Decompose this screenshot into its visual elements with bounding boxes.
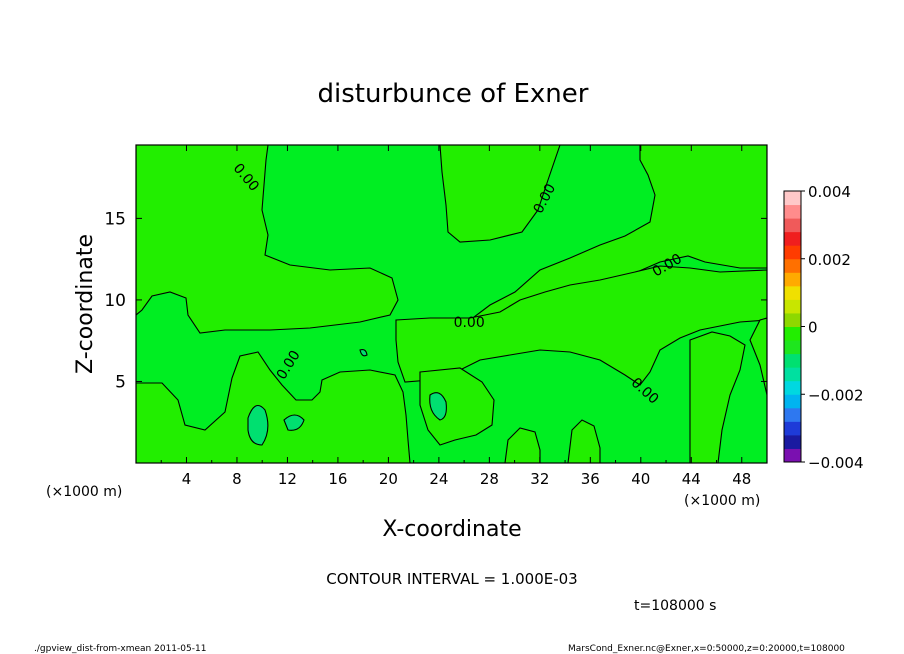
negative-blob-3 — [429, 392, 447, 421]
x-tick-label: 28 — [480, 470, 499, 488]
x-tick-label: 24 — [429, 470, 448, 488]
y-tick-label: 5 — [115, 372, 126, 392]
positive-region-middle — [395, 265, 767, 386]
positive-bump-2 — [567, 419, 601, 463]
footer-right: MarsCond_Exner.nc@Exner,x=0:50000,z=0:20… — [568, 644, 845, 654]
contour-interval-text: CONTOUR INTERVAL = 1.000E-03 — [326, 570, 577, 588]
positive-region-upper-middle — [439, 145, 561, 243]
colorbar-tick-label: −0.004 — [808, 454, 864, 472]
colorbar-segment — [784, 204, 801, 219]
y-tick-label: 15 — [104, 209, 126, 229]
x-unit-left: (×1000 m) — [46, 484, 122, 500]
x-tick-label: 16 — [328, 470, 347, 488]
negative-blob-2 — [283, 414, 305, 431]
colorbar-labels: 0.004 0.002 0 −0.002 −0.004 — [801, 183, 864, 472]
colorbar-tick-label: −0.002 — [808, 386, 864, 404]
x-tick-label: 8 — [232, 470, 242, 488]
plot-area: 0.000.000.000.000.000.00 — [135, 144, 768, 464]
colorbar-segment — [784, 394, 801, 409]
x-axis: 4 8 12 16 20 24 28 32 36 40 44 48 — [160, 145, 751, 488]
negative-blob-1 — [247, 404, 269, 446]
x-tick-label: 44 — [682, 470, 701, 488]
colorbar-segment — [784, 218, 801, 233]
y-axis: 5 10 15 — [104, 209, 767, 392]
x-tick-label: 48 — [732, 470, 751, 488]
x-unit-right: (×1000 m) — [684, 493, 760, 509]
x-tick-label: 32 — [530, 470, 549, 488]
positive-bump-1 — [504, 427, 541, 463]
footer-left: ./gpview_dist-from-xmean 2011-05-11 — [34, 644, 206, 654]
colorbar-tick-label: 0.004 — [808, 183, 851, 201]
colorbar — [783, 190, 802, 463]
negative-blob-4 — [359, 349, 368, 357]
colorbar-segment — [784, 326, 801, 341]
colorbar-segment — [784, 245, 801, 260]
chart-title: disturbunce of Exner — [318, 79, 589, 109]
colorbar-segment — [784, 312, 801, 327]
colorbar-segment — [784, 299, 801, 314]
x-tick-label: 4 — [182, 470, 192, 488]
contour-label-4: 0.00 — [454, 315, 485, 331]
colorbar-segment — [784, 258, 801, 273]
x-tick-label: 12 — [278, 470, 297, 488]
positive-region-lower-middle — [419, 367, 495, 446]
contour-fill-layer — [136, 145, 767, 463]
colorbar-segment — [784, 353, 801, 368]
colorbar-segment — [784, 231, 801, 246]
x-axis-label: X-coordinate — [382, 517, 521, 542]
colorbar-tick-label: 0 — [808, 319, 818, 337]
colorbar-segment — [784, 272, 801, 287]
colorbar-segment — [784, 191, 801, 206]
y-axis-label: Z-coordinate — [73, 234, 98, 374]
colorbar-segment — [784, 407, 801, 422]
time-text: t=108000 s — [634, 598, 716, 614]
colorbar-segment — [784, 448, 801, 463]
x-tick-label: 36 — [581, 470, 600, 488]
colorbar-segment — [784, 340, 801, 355]
colorbar-tick-label: 0.002 — [808, 251, 851, 269]
colorbar-segment — [784, 285, 801, 300]
colorbar-segment — [784, 367, 801, 382]
positive-region-lower-left — [136, 351, 411, 463]
plot-frame — [135, 144, 768, 464]
x-tick-label: 40 — [631, 470, 650, 488]
y-tick-label: 10 — [104, 291, 126, 311]
colorbar-segment — [784, 434, 801, 449]
colorbar-segment — [784, 421, 801, 436]
colorbar-segment — [784, 380, 801, 395]
positive-region-upper-left — [136, 145, 399, 334]
x-tick-label: 20 — [379, 470, 398, 488]
positive-region-lower-right — [689, 317, 767, 463]
